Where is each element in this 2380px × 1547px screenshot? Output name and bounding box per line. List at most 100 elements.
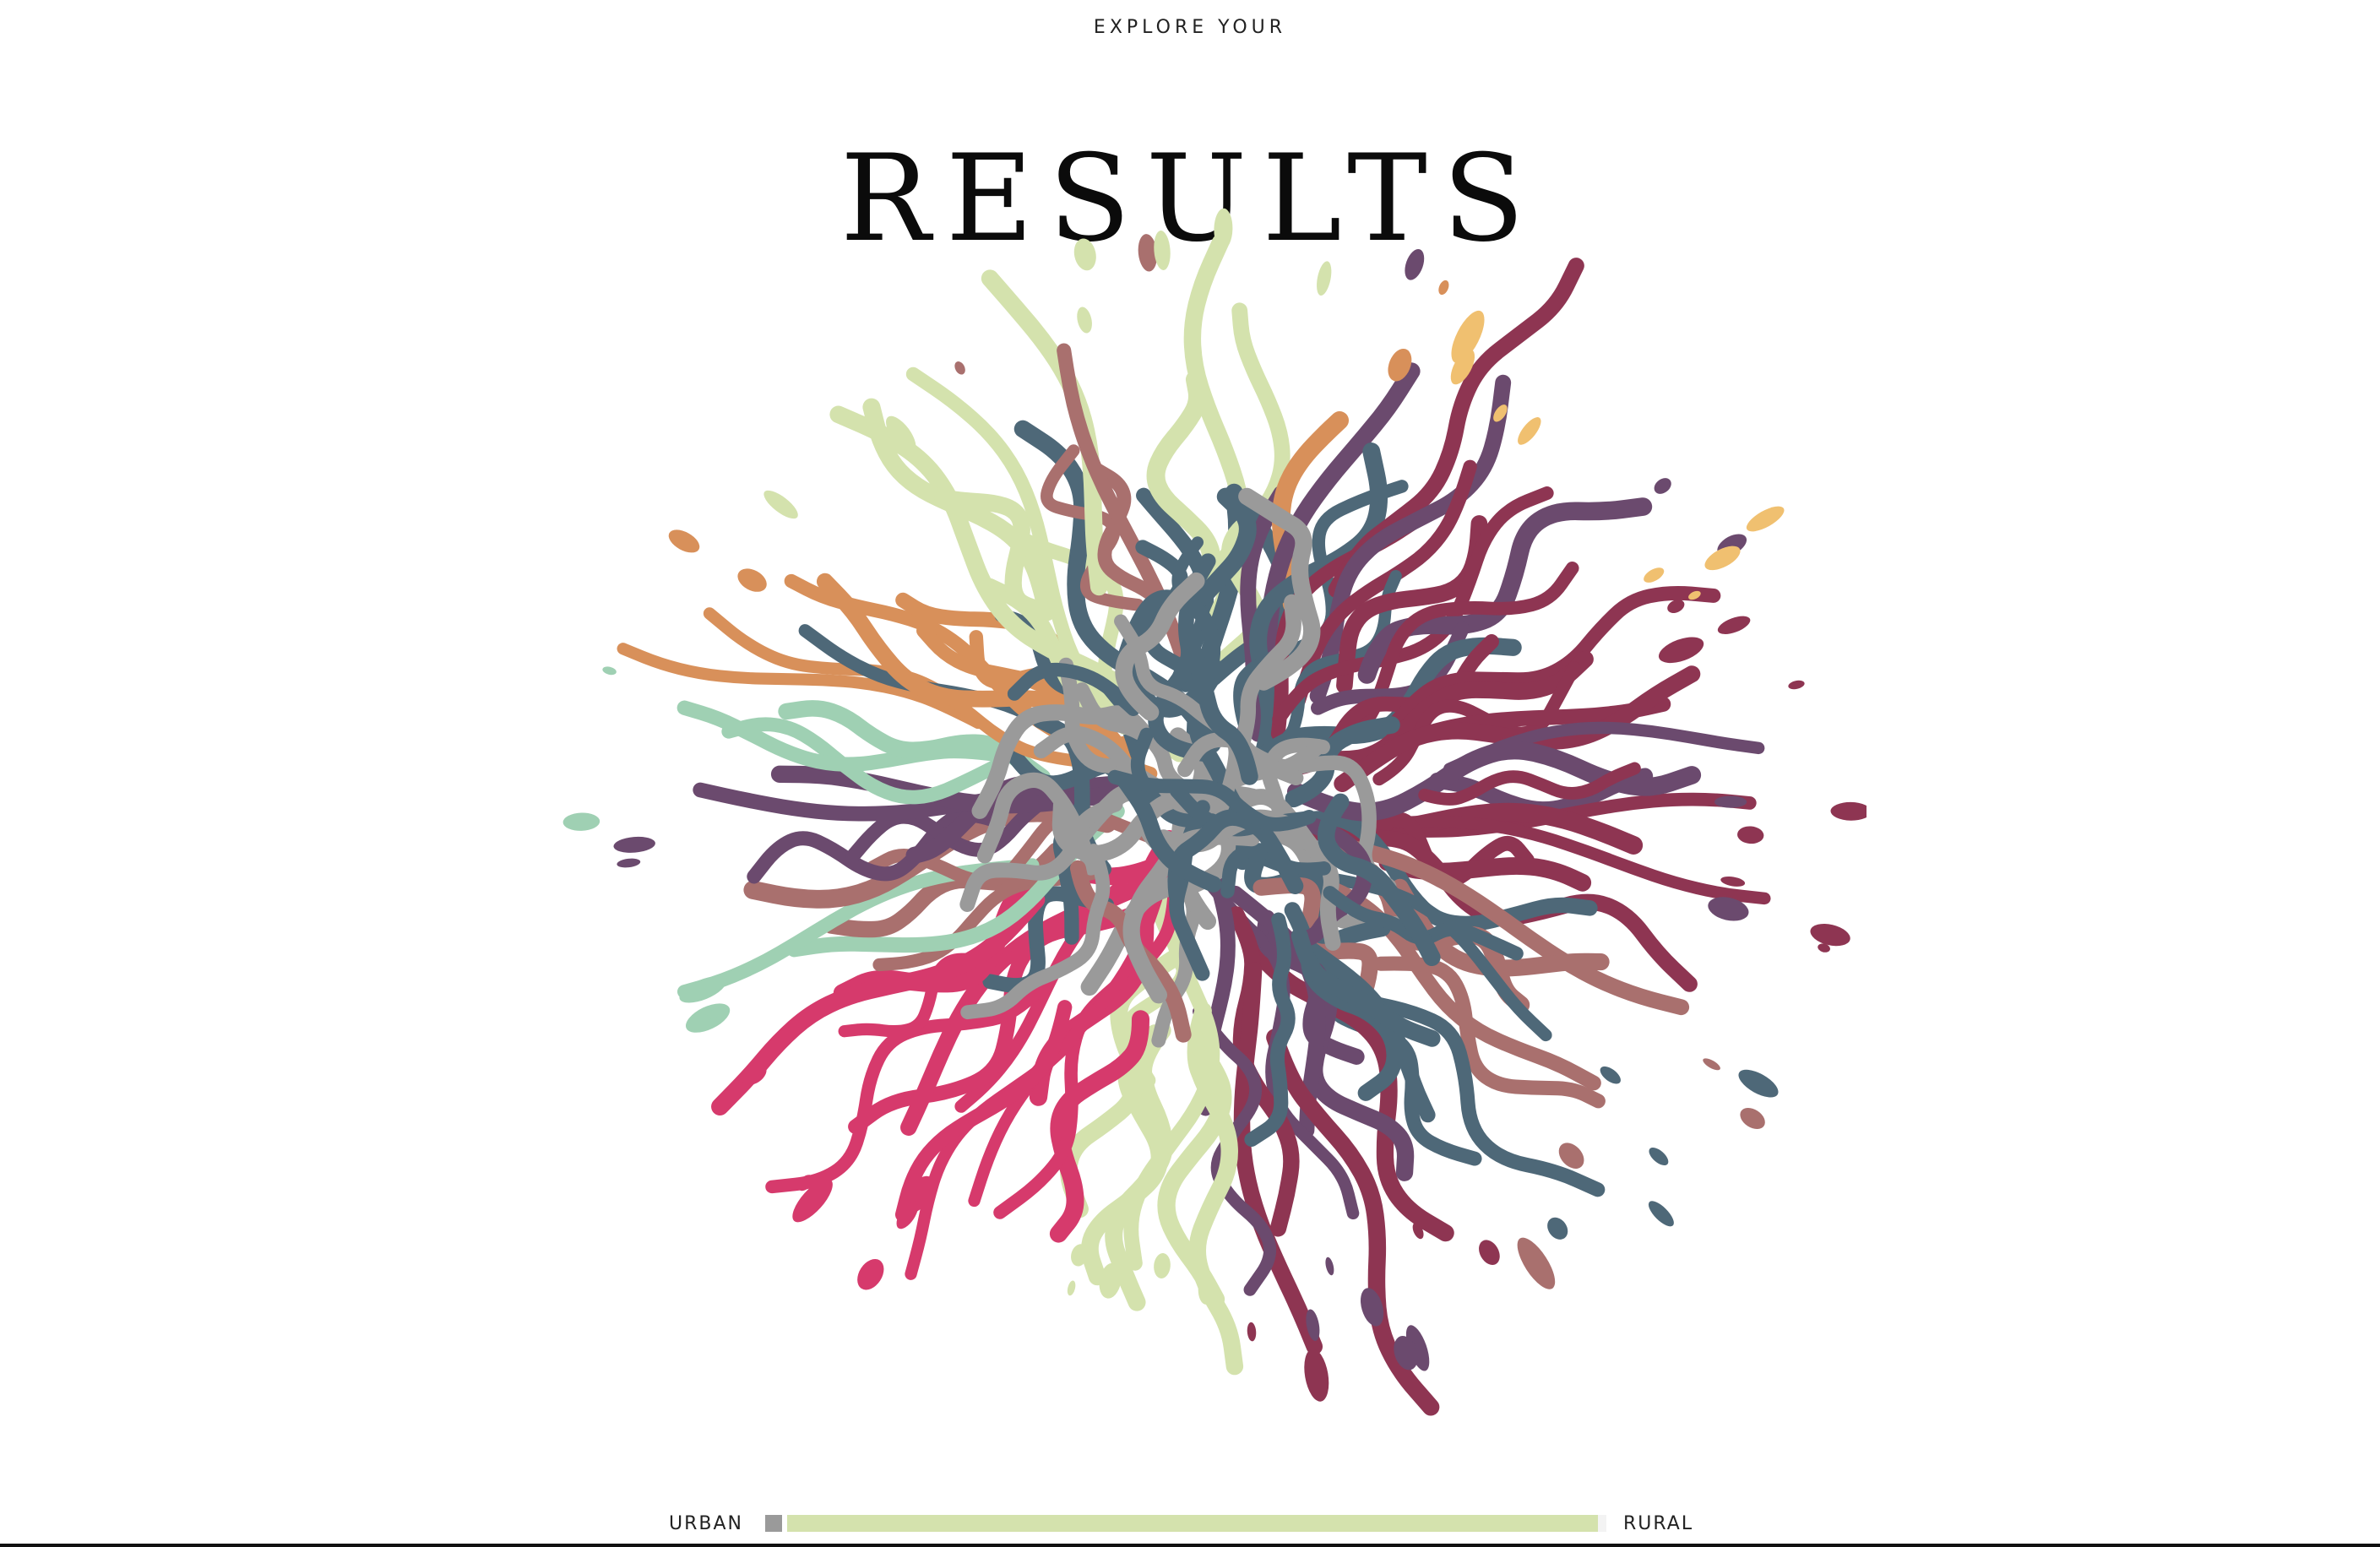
pattern-droplet (1154, 231, 1171, 270)
pattern-stroke (959, 796, 1123, 912)
bottom-rule (0, 1544, 2380, 1547)
pattern-droplet (1547, 1217, 1568, 1240)
pattern-stroke (1244, 912, 1296, 1148)
pattern-stroke (721, 717, 1002, 805)
pattern-stroke (1130, 727, 1220, 828)
pattern-stroke (971, 704, 1157, 819)
pattern-droplet (1138, 234, 1158, 272)
pattern-droplet (1479, 1240, 1500, 1265)
pattern-stroke (617, 643, 985, 730)
pattern-stroke (1089, 463, 1171, 630)
pattern-droplet (1704, 546, 1741, 571)
pattern-droplet (1394, 1335, 1418, 1371)
pattern-stroke (747, 807, 1001, 884)
pattern-droplet (1746, 506, 1785, 532)
pattern-droplet (1830, 801, 1867, 821)
pattern-droplet (1720, 876, 1746, 887)
pattern-stroke (934, 489, 1054, 620)
pattern-droplet (1071, 1244, 1088, 1267)
pattern-droplet (1649, 1147, 1669, 1166)
pattern-stroke (1117, 487, 1257, 664)
pattern-droplet (741, 1063, 767, 1085)
pattern-droplet (1361, 1288, 1384, 1327)
pattern-droplet (1306, 1309, 1320, 1341)
pattern-droplet (1667, 600, 1685, 613)
pattern-stroke (1249, 442, 1388, 777)
pattern-droplet (1717, 616, 1751, 634)
pattern-droplet (1558, 1143, 1584, 1169)
pattern-stroke (1266, 1029, 1440, 1416)
pattern-stroke (1115, 572, 1205, 721)
pattern-stroke (1306, 962, 1415, 1181)
pattern-droplet (1077, 307, 1092, 334)
pattern-droplet (1818, 943, 1830, 953)
pattern-stroke (1107, 769, 1317, 832)
pattern-droplet (1788, 680, 1805, 690)
pattern-stroke (1272, 486, 1554, 726)
page-title: RESULTS (840, 129, 1540, 269)
pattern-droplet (1451, 310, 1485, 363)
pattern-stroke (1157, 1035, 1232, 1309)
pattern-stroke (1019, 534, 1124, 676)
urban-rural-bar (787, 1515, 1606, 1532)
pattern-stroke (1383, 586, 1721, 736)
pattern-droplet (737, 568, 767, 592)
pattern-droplet (1493, 404, 1508, 422)
pattern-stroke (765, 982, 1046, 1194)
pattern-droplet (1654, 478, 1671, 494)
pattern-droplet (1388, 348, 1412, 382)
pattern-stroke (1336, 838, 1690, 1016)
pattern-droplet (1304, 1349, 1329, 1402)
pattern-stroke (770, 765, 1151, 814)
pattern-droplet (1240, 326, 1249, 337)
pattern-droplet (1412, 1223, 1424, 1240)
pattern-droplet (1600, 1066, 1621, 1084)
pattern-droplet (886, 415, 916, 453)
pattern-stroke (1186, 645, 1258, 785)
pattern-droplet (896, 1200, 919, 1229)
pattern-droplet (602, 666, 617, 676)
pattern-stroke (1267, 816, 1373, 948)
urban-swatch (765, 1515, 782, 1532)
pattern-droplet (1703, 1058, 1720, 1071)
pattern-droplet (1405, 248, 1425, 280)
pattern-droplet (1099, 1262, 1122, 1299)
pattern-stroke (1049, 1010, 1150, 1243)
pattern-stroke (1318, 793, 1441, 967)
pattern-stroke (1356, 815, 1771, 905)
pattern-stroke (1117, 774, 1222, 893)
pattern-droplet (857, 1258, 884, 1290)
pattern-stroke (1291, 459, 1477, 708)
pattern-droplet (1518, 417, 1541, 445)
pattern-droplet (706, 1007, 725, 1019)
pattern-stroke (1146, 370, 1220, 594)
pattern-stroke (778, 700, 1051, 786)
eyebrow-label: EXPLORE YOUR (1093, 17, 1287, 38)
legend-urban-label: URBAN (669, 1513, 743, 1534)
pattern-stroke (1007, 662, 1141, 716)
pattern-stroke (1418, 762, 1641, 806)
pattern-stroke (1259, 570, 1402, 757)
pattern-droplet (1737, 826, 1764, 844)
pattern-droplet (1073, 238, 1096, 271)
results-pattern (562, 208, 1867, 1416)
pattern-stroke (894, 1000, 1073, 1223)
pattern-stroke (1148, 553, 1216, 763)
pattern-droplet (1067, 1280, 1076, 1296)
pattern-droplet (1317, 261, 1332, 296)
pattern-stroke (1233, 961, 1323, 1355)
pattern-droplet (1405, 1325, 1430, 1371)
pattern-droplet (763, 490, 798, 519)
pattern-droplet (1198, 1274, 1214, 1305)
pattern-stroke (960, 844, 1111, 1020)
pattern-droplet (1644, 567, 1665, 583)
pattern-droplet (1708, 897, 1749, 921)
pattern-droplet (1517, 1237, 1556, 1289)
rural-bar-fill (787, 1515, 1599, 1532)
pattern-droplet (1648, 1201, 1674, 1227)
legend-rural-label: RURAL (1623, 1513, 1694, 1534)
pattern-droplet (679, 976, 726, 1003)
pattern-stroke (711, 890, 1046, 1115)
pattern-droplet (562, 812, 600, 831)
pattern-stroke (1361, 863, 1530, 1014)
